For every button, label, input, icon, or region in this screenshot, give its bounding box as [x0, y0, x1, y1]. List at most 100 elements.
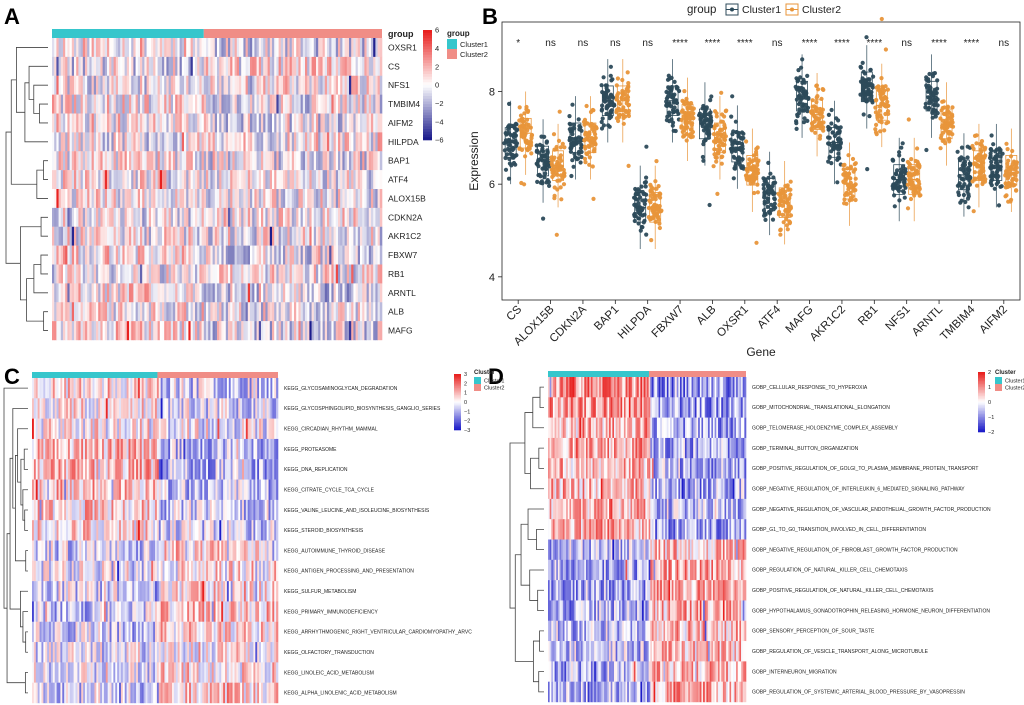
heatmap-cell: [65, 151, 68, 171]
heatmap-cell: [346, 245, 350, 265]
heatmap-cell: [255, 560, 258, 582]
group-legend-label: Cluster2: [484, 386, 504, 392]
heatmap-cell: [120, 226, 123, 246]
heatmap-cell: [63, 75, 66, 95]
heatmap-cell: [232, 207, 235, 227]
heatmap-cell: [144, 132, 147, 152]
heatmap-cell: [217, 151, 220, 171]
heatmap-cell: [217, 499, 220, 521]
heatmap-cell: [133, 302, 136, 322]
heatmap-cell: [250, 283, 253, 303]
heatmap-cell: [313, 151, 317, 171]
heatmap-cell: [254, 226, 257, 246]
heatmap-cell: [208, 264, 211, 284]
heatmap-cell: [329, 170, 332, 190]
heatmap-cell: [122, 75, 125, 95]
heatmap-cell: [206, 207, 209, 227]
heatmap-cell: [255, 398, 258, 419]
heatmap-cell: [206, 75, 209, 95]
heatmap-cell: [100, 226, 103, 246]
heatmap-cell: [197, 170, 200, 190]
heatmap-cell: [147, 581, 150, 602]
heatmap-cell: [63, 226, 66, 246]
heatmap-cell: [362, 207, 365, 227]
heatmap-cell: [360, 321, 363, 341]
heatmap-cell: [342, 226, 345, 246]
heatmap-cell: [90, 398, 93, 419]
heatmap-cell: [552, 377, 555, 398]
heatmap-cell: [645, 397, 648, 418]
heatmap-cell: [241, 245, 244, 265]
heatmap-cell: [58, 560, 61, 582]
heatmap-cell: [238, 499, 241, 521]
heatmap-cell: [107, 642, 110, 663]
heatmap-cell: [168, 151, 172, 171]
heatmap-cell: [604, 397, 607, 418]
heatmap-cell: [87, 302, 90, 322]
heatmap-cell: [241, 226, 244, 246]
heatmap-cell: [35, 581, 38, 602]
heatmap-cell: [213, 682, 216, 704]
heatmap-cell: [64, 682, 67, 704]
heatmap-cell: [35, 459, 38, 480]
heatmap-cell: [104, 264, 108, 284]
heatmap-cell: [379, 170, 383, 190]
heatmap-cell: [666, 417, 669, 439]
heatmap-cell: [203, 113, 207, 133]
heatmap-cell: [71, 479, 74, 501]
dendrogram-link: [3, 387, 28, 609]
heatmap-cell: [302, 75, 306, 95]
heatmap-cell: [202, 540, 205, 562]
heatmap-cell: [648, 397, 651, 418]
heatmap-cell: [230, 56, 233, 76]
heatmap-cell: [298, 189, 301, 209]
heatmap-cell: [313, 283, 317, 303]
heatmap-cell: [71, 207, 75, 227]
heatmap-cell: [269, 56, 273, 76]
heatmap-cell: [270, 459, 273, 480]
heatmap-cell: [364, 189, 367, 209]
heatmap-cell: [371, 132, 374, 152]
heatmap-cell: [155, 113, 158, 133]
heatmap-cell: [327, 151, 330, 171]
heatmap-cell: [96, 75, 99, 95]
heatmap-cell: [103, 560, 107, 582]
heatmap-cell: [100, 378, 103, 399]
heatmap-cell: [274, 682, 277, 704]
heatmap-cell: [267, 321, 271, 341]
heatmap-cell: [289, 283, 293, 303]
heatmap-cell: [111, 418, 114, 440]
heatmap-cell: [276, 189, 279, 209]
heatmap-cell: [225, 520, 228, 541]
heatmap-cell: [379, 75, 383, 95]
heatmap-cell: [88, 682, 91, 704]
heatmap-cell: [592, 377, 595, 398]
heatmap-cell: [232, 418, 235, 440]
heatmap-cell: [88, 581, 91, 602]
heatmap-cell: [173, 56, 176, 76]
heatmap-cell: [196, 520, 199, 541]
heatmap-cell: [78, 283, 81, 303]
heatmap-cell: [139, 438, 143, 460]
heatmap-cell: [104, 113, 108, 133]
heatmap-cell: [77, 520, 80, 541]
heatmap-cell: [263, 75, 266, 95]
heatmap-cell: [192, 170, 196, 190]
heatmap-cell: [124, 378, 127, 399]
heatmap-cell: [168, 581, 171, 602]
heatmap-cell: [243, 132, 246, 152]
heatmap-cell: [122, 601, 126, 622]
heatmap-cell: [71, 189, 75, 209]
heatmap-cell: [696, 397, 699, 418]
heatmap-cell: [62, 479, 65, 501]
heatmap-cell: [63, 245, 66, 265]
heatmap-cell: [285, 226, 288, 246]
heatmap-cell: [373, 264, 376, 284]
heatmap-cell: [79, 560, 82, 582]
heatmap-cell: [89, 56, 92, 76]
heatmap-cell: [247, 264, 251, 284]
heatmap-cell: [373, 56, 376, 76]
heatmap-cell: [156, 621, 160, 643]
heatmap-cell: [67, 264, 70, 284]
heatmap-cell: [133, 94, 136, 114]
